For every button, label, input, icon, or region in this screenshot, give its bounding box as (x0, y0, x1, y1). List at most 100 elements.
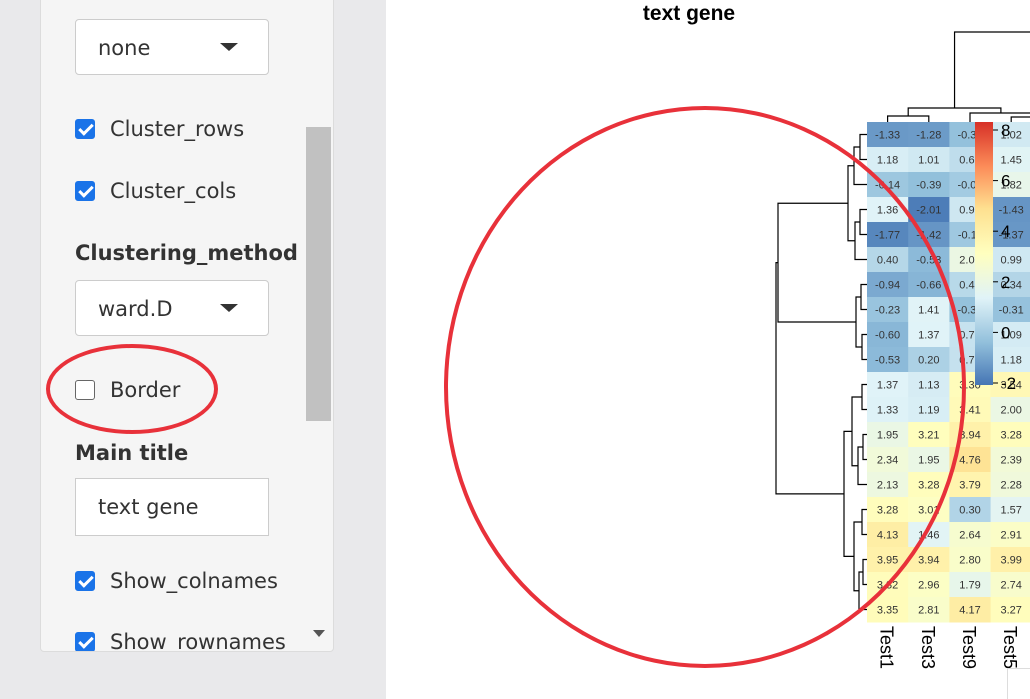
dendrogram-branch (859, 133, 867, 161)
cell-value-label: 2.80 (959, 555, 980, 567)
cluster-rows-checkbox[interactable] (75, 119, 95, 139)
column-dendrogram (887, 31, 1030, 122)
dendrogram-branch (1010, 116, 1030, 122)
cell-value-label: 2.39 (1000, 455, 1021, 467)
cell-value-label: 2.74 (1000, 580, 1021, 592)
cell-value-label: 2.00 (1000, 405, 1021, 417)
heatmap-cell (990, 172, 1030, 198)
heatmap-cell (949, 547, 992, 573)
heatmap-cell (908, 172, 950, 198)
clustering-method-value: ward.D (98, 297, 173, 321)
cell-value-label: 3.94 (959, 430, 980, 442)
dendrogram-branch (887, 115, 930, 122)
cell-value-label: 1.79 (959, 580, 980, 592)
heatmap-cell (990, 372, 1030, 398)
cell-value-label: 0.30 (959, 505, 980, 517)
heatmap-cell (990, 347, 1030, 373)
cell-value-label: 3.79 (959, 480, 980, 492)
heatmap-cell (949, 572, 992, 598)
cluster-cols-checkbox[interactable] (75, 181, 95, 201)
heatmap-cell (949, 497, 992, 523)
heatmap-cell (990, 222, 1030, 248)
main-title-input[interactable] (76, 479, 268, 535)
sidebar-panel: none Cluster_rows Cluster_cols Clusterin… (40, 0, 334, 652)
heatmap-cell (867, 147, 909, 173)
heatmap-cell (990, 247, 1030, 273)
cell-value-label: 1.01 (918, 155, 939, 167)
legend-tick-label: 4 (1001, 222, 1010, 241)
heatmap-cell (990, 397, 1030, 423)
dendrogram-branch (953, 31, 1030, 108)
cell-value-label: 1.09 (1000, 330, 1021, 342)
heatmap-cell (949, 472, 992, 498)
cell-value-label: 2.96 (918, 580, 939, 592)
cell-value-label: 3.35 (877, 605, 898, 617)
cell-value-label: 1.82 (1000, 180, 1021, 192)
show-rownames-label: Show_rownames (110, 630, 286, 652)
chevron-down-icon (220, 43, 238, 51)
clustering-method-label: Clustering_method (75, 241, 298, 265)
heatmap-cell (908, 147, 950, 173)
cell-value-label: 1.18 (877, 155, 898, 167)
cell-value-label: 3.28 (1000, 430, 1021, 442)
legend-tick-label: 8 (1001, 121, 1010, 140)
heatmap-cell (990, 497, 1030, 523)
cell-value-label: 3.99 (1000, 555, 1021, 567)
main-title-field[interactable] (75, 478, 269, 536)
cell-value-label: 1.57 (1000, 505, 1021, 517)
cell-value-label: -0.31 (999, 305, 1024, 317)
cell-value-label: 2.91 (1000, 530, 1021, 542)
heatmap-cell (990, 122, 1030, 148)
column-label: Test1 (877, 626, 897, 669)
legend-tick-label: 2 (1001, 273, 1010, 292)
heatmap-cell (990, 272, 1030, 298)
show-colnames-label: Show_colnames (110, 569, 278, 593)
sidebar-scrollbar-thumb[interactable] (306, 127, 331, 421)
show-colnames-checkbox[interactable] (75, 571, 95, 591)
scale-select[interactable]: none (75, 19, 269, 75)
show-rownames-checkbox[interactable] (75, 632, 95, 651)
heatmap-cell (990, 572, 1030, 598)
cell-value-label: 2.64 (959, 530, 980, 542)
color-legend: 8 6 4 2 0 -2 (975, 121, 1016, 393)
cell-value-label: 4.76 (959, 455, 980, 467)
legend-tick-label: 0 (1001, 323, 1010, 342)
heatmap-cell (990, 597, 1030, 623)
cell-value-label: 0.34 (1000, 280, 1021, 292)
cell-value-label: 1.45 (1000, 155, 1021, 167)
chevron-down-icon (220, 304, 238, 312)
clustering-method-select[interactable]: ward.D (75, 280, 269, 336)
cell-value-label: 1.18 (1000, 355, 1021, 367)
heatmap-cell (949, 522, 992, 548)
heatmap-cell (908, 597, 950, 623)
legend-color-bar (975, 122, 993, 385)
scale-select-value: none (98, 36, 151, 60)
heatmap-cell (867, 122, 909, 148)
heatmap-cell (949, 597, 992, 623)
main-title-label: Main title (75, 441, 189, 465)
heatmap-cell (990, 547, 1030, 573)
cluster-rows-label: Cluster_rows (110, 117, 245, 141)
cell-value-label: 3.54 (1000, 380, 1021, 392)
cell-value-label: 4.17 (959, 605, 980, 617)
heatmap-cell (990, 522, 1030, 548)
scroll-down-arrow-icon[interactable] (313, 630, 325, 637)
dendrogram-branch (907, 107, 1002, 116)
column-label: Test5 (1000, 626, 1020, 669)
legend-tick-label: 6 (1001, 172, 1010, 191)
cell-value-label: -1.43 (999, 205, 1024, 217)
annotation-circle-heatmap (444, 106, 966, 668)
heatmap-cell (990, 147, 1030, 173)
cell-value-label: 2.81 (918, 605, 939, 617)
heatmap-cell (908, 572, 950, 598)
resize-corner (1007, 668, 1030, 699)
annotation-circle-border (46, 344, 218, 434)
cell-value-label: -0.39 (916, 180, 941, 192)
cell-value-label: -1.33 (875, 130, 900, 142)
heatmap-cell (990, 472, 1030, 498)
cell-value-label: -1.28 (916, 130, 941, 142)
heatmap-cell (990, 422, 1030, 448)
cell-value-label: 1.02 (1000, 130, 1021, 142)
heatmap-cell (908, 122, 950, 148)
heatmap-cell (990, 447, 1030, 473)
